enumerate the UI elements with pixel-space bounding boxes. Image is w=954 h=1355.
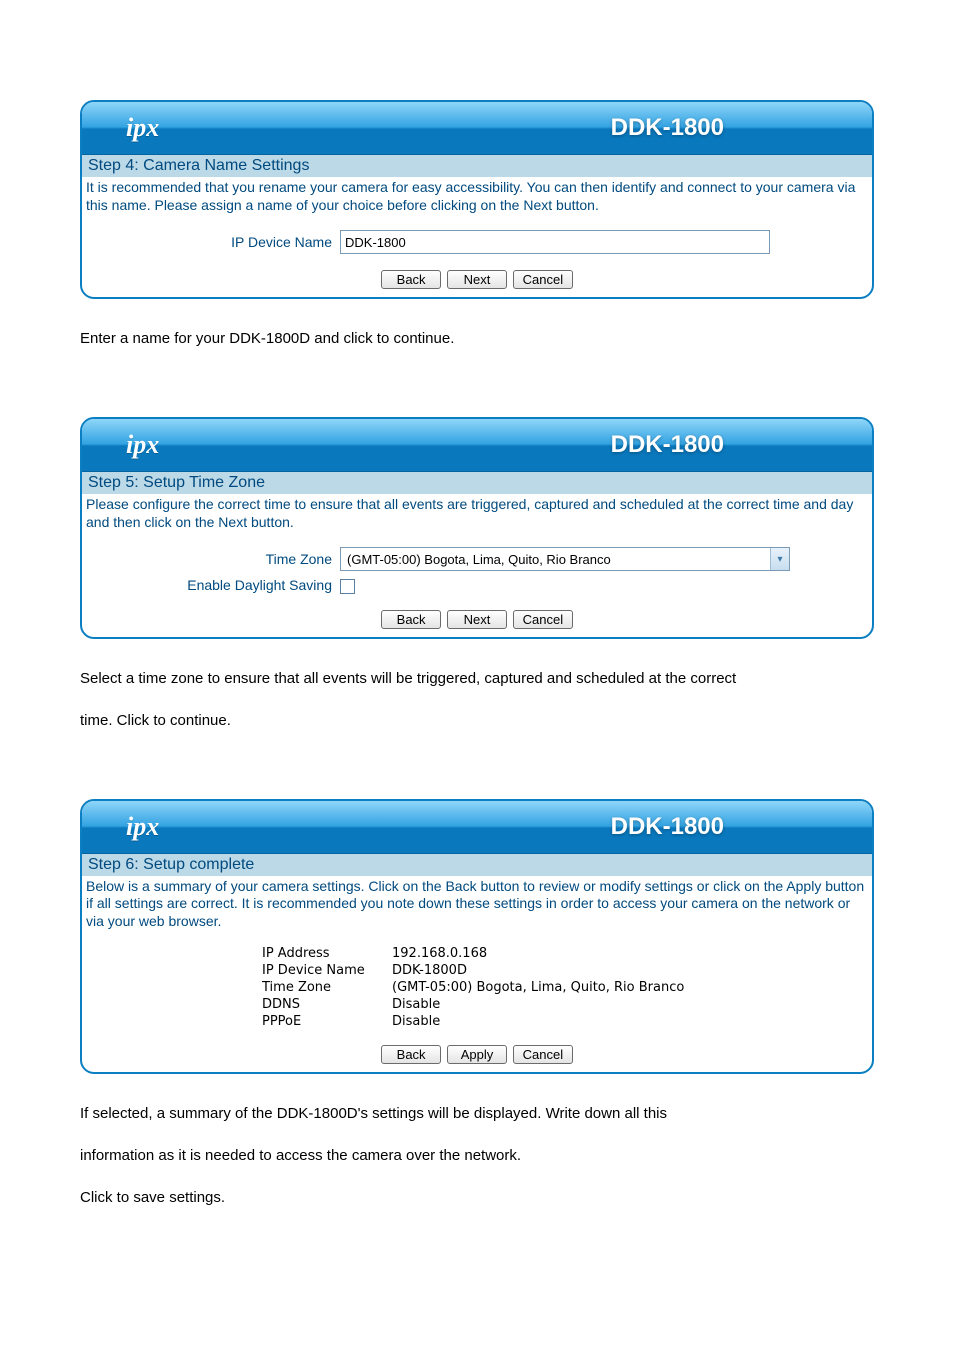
- daylight-saving-checkbox[interactable]: [340, 579, 355, 594]
- step6-title: Step 6: Setup complete: [82, 854, 872, 876]
- timezone-value: (GMT-05:00) Bogota, Lima, Quito, Rio Bra…: [341, 552, 770, 567]
- product-title: DDK-1800: [611, 114, 724, 142]
- ip-device-name-label: IP Device Name: [82, 234, 340, 250]
- chevron-down-icon: ▾: [770, 548, 789, 570]
- summary-timezone-value: (GMT-05:00) Bogota, Lima, Quito, Rio Bra…: [392, 980, 684, 995]
- product-title: DDK-1800: [611, 813, 724, 841]
- daylight-saving-label: Enable Daylight Saving: [82, 577, 340, 593]
- wizard-step6-panel: ipx DDK-1800 Step 6: Setup complete Belo…: [80, 799, 874, 1075]
- next-button[interactable]: Next: [447, 270, 507, 289]
- step6-instruction: Below is a summary of your camera settin…: [82, 876, 872, 941]
- caption-step6-line3: Click to save settings.: [80, 1180, 874, 1216]
- cancel-button[interactable]: Cancel: [513, 610, 573, 629]
- caption-step6-line2: information as it is needed to access th…: [80, 1138, 874, 1174]
- back-button[interactable]: Back: [381, 1045, 441, 1064]
- back-button[interactable]: Back: [381, 610, 441, 629]
- timezone-select[interactable]: (GMT-05:00) Bogota, Lima, Quito, Rio Bra…: [340, 547, 790, 571]
- caption-step5-line1: Select a time zone to ensure that all ev…: [80, 661, 874, 697]
- back-button[interactable]: Back: [381, 270, 441, 289]
- summary-pppoe-label: PPPoE: [262, 1014, 392, 1029]
- caption-step5-line2: time. Click to continue.: [80, 703, 874, 739]
- wizard-header: ipx DDK-1800: [82, 419, 872, 472]
- product-title: DDK-1800: [611, 431, 724, 459]
- wizard-header: ipx DDK-1800: [82, 801, 872, 854]
- summary-ddns-label: DDNS: [262, 997, 392, 1012]
- summary-device-label: IP Device Name: [262, 963, 392, 978]
- step4-title: Step 4: Camera Name Settings: [82, 155, 872, 177]
- summary-device-value: DDK-1800D: [392, 963, 467, 978]
- cancel-button[interactable]: Cancel: [513, 270, 573, 289]
- next-button[interactable]: Next: [447, 610, 507, 629]
- brand-logo: ipx: [126, 430, 159, 460]
- brand-logo: ipx: [126, 812, 159, 842]
- summary-ddns-value: Disable: [392, 997, 440, 1012]
- summary-timezone-label: Time Zone: [262, 980, 392, 995]
- brand-logo: ipx: [126, 113, 159, 143]
- wizard-step4-panel: ipx DDK-1800 Step 4: Camera Name Setting…: [80, 100, 874, 299]
- caption-step6-line1: If selected, a summary of the DDK-1800D'…: [80, 1096, 874, 1132]
- wizard-step5-panel: ipx DDK-1800 Step 5: Setup Time Zone Ple…: [80, 417, 874, 639]
- wizard-header: ipx DDK-1800: [82, 102, 872, 155]
- ip-device-name-input[interactable]: [340, 230, 770, 254]
- step5-title: Step 5: Setup Time Zone: [82, 472, 872, 494]
- summary-ip-label: IP Address: [262, 946, 392, 961]
- apply-button[interactable]: Apply: [447, 1045, 507, 1064]
- summary-pppoe-value: Disable: [392, 1014, 440, 1029]
- summary-ip-value: 192.168.0.168: [392, 946, 487, 961]
- step5-instruction: Please configure the correct time to ens…: [82, 494, 872, 541]
- timezone-label: Time Zone: [82, 551, 340, 567]
- caption-step4: Enter a name for your DDK-1800D and clic…: [80, 321, 874, 357]
- step4-instruction: It is recommended that you rename your c…: [82, 177, 872, 224]
- cancel-button[interactable]: Cancel: [513, 1045, 573, 1064]
